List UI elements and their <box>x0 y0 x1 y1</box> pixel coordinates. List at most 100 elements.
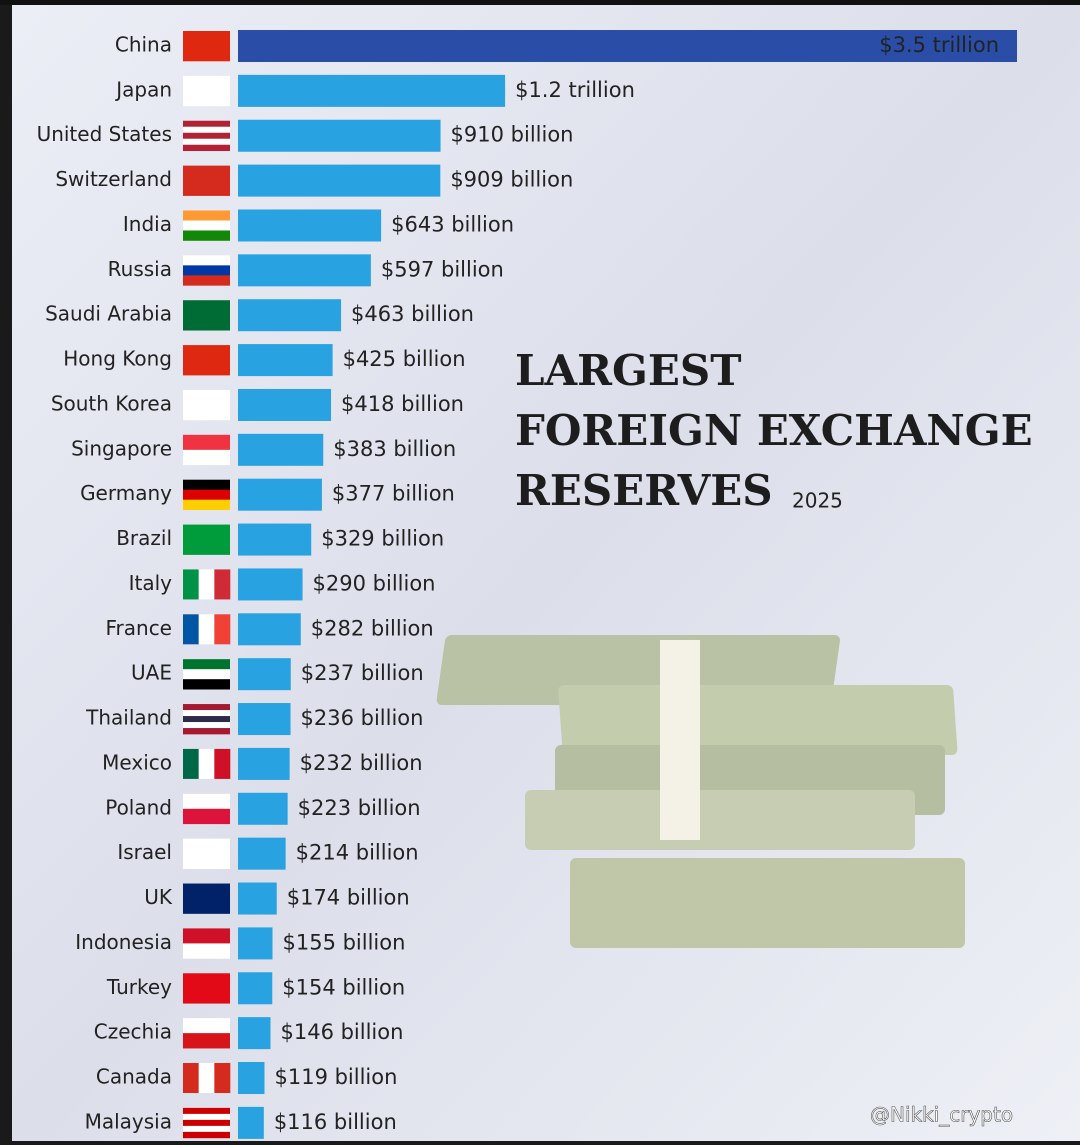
flag-stripe <box>214 748 231 779</box>
value-label: $174 billion <box>287 886 410 910</box>
bar <box>238 613 301 646</box>
value-label: $1.2 trillion <box>515 78 635 102</box>
title-line: FOREIGN EXCHANGE <box>515 406 1033 455</box>
category-label: Russia <box>108 257 172 281</box>
bar <box>238 119 441 152</box>
category-label: Canada <box>96 1065 172 1089</box>
flag <box>183 31 230 62</box>
flag <box>183 659 230 690</box>
bar <box>238 1017 271 1050</box>
flag <box>183 569 231 600</box>
flag-stripe <box>183 1107 230 1115</box>
flag-stripe <box>183 943 230 959</box>
flag <box>183 389 230 421</box>
flag-stripe <box>183 1119 230 1127</box>
value-label: $282 billion <box>311 616 434 640</box>
flag-stripe <box>183 973 230 1004</box>
flag <box>183 1063 231 1094</box>
category-label: Italy <box>129 571 173 595</box>
year: 2025 <box>792 489 843 513</box>
flag-stripe <box>183 1033 230 1049</box>
flag-stripe <box>183 569 199 600</box>
flag-stripe <box>183 716 230 723</box>
flag-stripe <box>183 449 230 466</box>
bar <box>238 792 288 825</box>
value-label: $290 billion <box>313 571 436 595</box>
category-label: Malaysia <box>85 1109 172 1133</box>
category-label: Poland <box>105 795 172 819</box>
flag-stripe <box>198 748 215 779</box>
watermark: @Nikki_crypto <box>870 1103 1013 1127</box>
category-label: France <box>105 616 172 640</box>
flag <box>183 479 230 510</box>
flag-stripe <box>183 31 230 62</box>
flag-stripe <box>183 669 230 680</box>
flag <box>183 165 230 196</box>
category-label: Hong Kong <box>63 347 172 371</box>
value-label: $237 billion <box>301 661 424 685</box>
bar <box>238 658 291 691</box>
bar <box>238 1106 264 1139</box>
bar <box>238 209 382 242</box>
flag <box>183 973 230 1004</box>
value-label: $383 billion <box>333 437 456 461</box>
flag-stripe <box>183 389 230 421</box>
title-line: RESERVES <box>515 466 773 515</box>
top-strip <box>0 0 1080 5</box>
flag <box>183 75 230 107</box>
title-line: LARGEST <box>515 346 742 395</box>
flag <box>183 1107 230 1139</box>
flag-stripe <box>198 569 215 600</box>
flag-stripe <box>183 793 230 810</box>
flag-stripe <box>183 1018 230 1034</box>
flag-stripe <box>183 489 230 500</box>
flag-stripe <box>198 1063 215 1094</box>
flag <box>183 883 230 914</box>
category-label: Mexico <box>102 750 172 774</box>
value-label: $425 billion <box>343 347 466 371</box>
flag-stripe <box>183 883 230 914</box>
flag-stripe <box>183 126 230 134</box>
flag-stripe <box>214 614 231 645</box>
bar <box>238 433 324 466</box>
value-label: $377 billion <box>332 482 455 506</box>
flag-stripe <box>198 614 215 645</box>
flag-stripe <box>183 120 230 128</box>
flag-stripe <box>183 165 230 196</box>
category-label: UK <box>144 885 173 909</box>
flag-stripe <box>183 265 230 276</box>
flag-stripe <box>183 928 230 944</box>
bar <box>238 568 303 601</box>
flag-stripe <box>214 569 231 600</box>
flag <box>183 704 230 735</box>
flag-stripe <box>183 748 199 779</box>
category-label: Switzerland <box>55 167 172 191</box>
bar <box>238 344 333 377</box>
flag-stripe <box>183 1113 230 1121</box>
bar <box>238 703 291 736</box>
value-label: $223 billion <box>298 796 421 820</box>
value-label: $146 billion <box>280 1020 403 1044</box>
category-label: China <box>115 33 172 57</box>
flag-stripe <box>183 479 230 490</box>
category-label: India <box>123 212 172 236</box>
value-label: $643 billion <box>391 212 514 236</box>
flag <box>183 748 231 779</box>
value-label: $119 billion <box>274 1065 397 1089</box>
flag-stripe <box>183 710 230 717</box>
category-label: Japan <box>114 77 172 101</box>
value-label: $3.5 trillion <box>879 33 999 57</box>
category-label: Saudi Arabia <box>45 302 172 326</box>
category-label: Thailand <box>85 706 172 730</box>
bar <box>238 388 332 421</box>
flag-stripe <box>183 679 230 690</box>
bar <box>238 837 286 870</box>
category-label: Turkey <box>106 975 172 999</box>
flag-stripe <box>183 1125 230 1133</box>
flag-stripe <box>183 704 230 711</box>
flag <box>183 300 230 331</box>
bar <box>238 30 1017 62</box>
flag-stripe <box>183 659 230 670</box>
